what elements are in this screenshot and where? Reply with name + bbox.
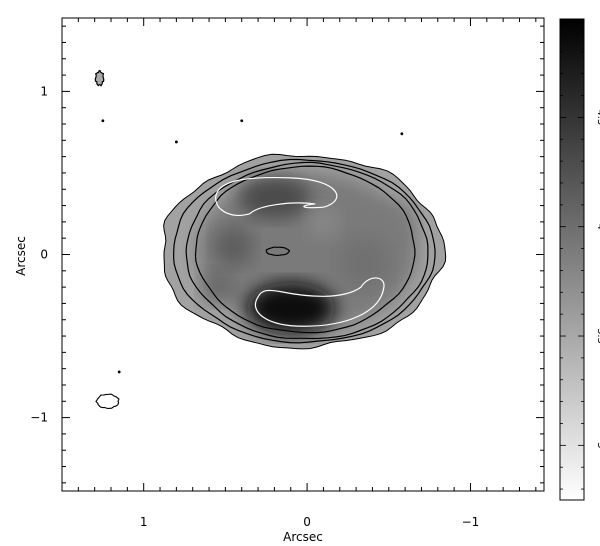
texture-blob xyxy=(339,238,389,288)
x-tick-label: 0 xyxy=(303,515,311,529)
texture-blob xyxy=(307,205,340,239)
axis-ticks xyxy=(62,18,544,491)
colorbar: 3 3.5 4 4.5 xyxy=(559,18,600,501)
contour-line xyxy=(265,246,291,257)
y-tick-label: 0 xyxy=(40,248,48,262)
noise-speck xyxy=(117,370,121,374)
x-tick-label: −1 xyxy=(462,515,480,529)
contour-line xyxy=(172,158,436,344)
y-axis-label: Arcsec xyxy=(14,236,28,276)
contour-line xyxy=(185,161,429,340)
colorbar-ticks: 3 3.5 4 4.5 xyxy=(560,29,600,490)
texture-blob xyxy=(377,202,417,242)
contour-line xyxy=(194,165,416,334)
tick-labels: 1 0 −1 1 0 −1 xyxy=(30,84,479,529)
bright-region xyxy=(238,176,311,219)
noise-speck xyxy=(400,132,404,136)
colorbar-gradient xyxy=(559,18,585,501)
colorbar-tick-label: 4.5 xyxy=(595,109,600,125)
noise-contour xyxy=(94,69,105,87)
noise-speck xyxy=(240,119,244,123)
contour-outer xyxy=(163,153,447,350)
colorbar-tick-label: 3.5 xyxy=(595,328,600,344)
colorbar-tick-label: 3 xyxy=(595,442,600,448)
x-tick-label: 1 xyxy=(140,515,148,529)
colorbar-tick-label: 4 xyxy=(595,224,600,230)
texture-blob xyxy=(213,226,254,266)
contour-lower-arc xyxy=(254,277,385,327)
noise-contour xyxy=(95,393,120,410)
x-axis-label: Arcsec xyxy=(283,530,323,544)
contour-lines xyxy=(94,69,447,410)
noise-speck xyxy=(101,119,105,123)
y-tick-label: −1 xyxy=(30,411,48,425)
contour-upper-arc xyxy=(214,176,338,216)
image-plot xyxy=(61,17,545,492)
noise-speck xyxy=(174,140,178,144)
y-tick-label: 1 xyxy=(40,84,48,98)
texture-blob xyxy=(200,270,234,304)
